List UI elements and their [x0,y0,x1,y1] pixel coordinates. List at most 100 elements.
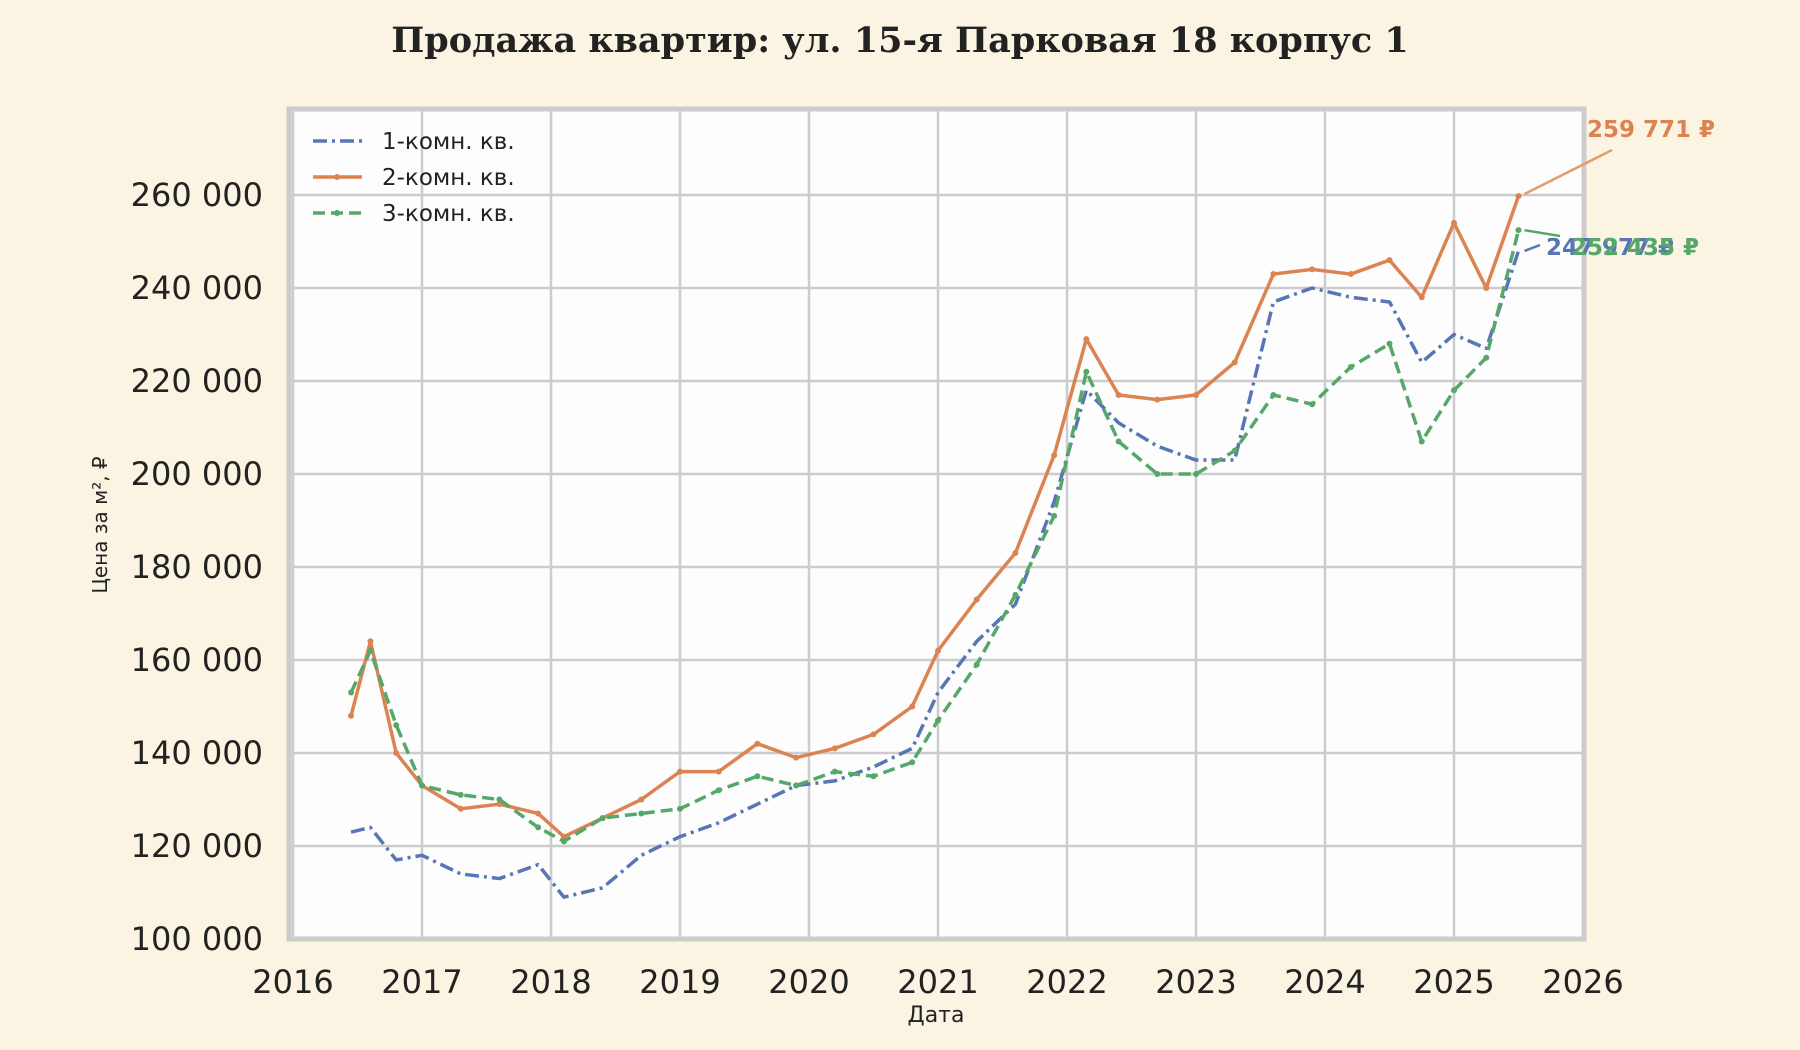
data-point [1231,447,1238,454]
annotation-arrow [1524,228,1561,238]
data-point [1347,364,1354,371]
data-point [715,768,722,775]
data-point [831,745,838,752]
data-point [831,768,838,775]
data-point [1309,266,1316,273]
y-tick-label: 140 000 [131,734,263,772]
y-tick-label: 220 000 [131,362,263,400]
data-point [935,647,941,654]
legend-label: 3-комн. кв. [382,201,515,227]
x-tick-label: 2017 [381,963,462,1001]
data-point [1483,285,1490,291]
data-point [1483,354,1490,361]
data-point [1193,471,1199,477]
data-point [1418,438,1425,445]
data-point [367,638,374,645]
data-point [1515,227,1522,234]
data-point [715,787,722,794]
x-tick-label: 2023 [1155,963,1236,1001]
data-point [1386,340,1393,347]
x-axis-label: Дата [907,1003,965,1028]
data-point [1051,512,1058,519]
plot-area [286,106,1587,942]
series-line [350,250,1521,899]
data-point [393,722,400,729]
annotation-label: 259 771 ₽ [1587,117,1715,143]
data-point [599,815,606,822]
data-point [535,824,542,831]
x-tick-label: 2020 [768,963,849,1001]
annotation-arrow [1523,148,1613,196]
data-point [909,759,916,766]
y-tick-label: 260 000 [131,176,263,214]
data-point [393,750,400,756]
y-tick-label: 160 000 [131,641,263,679]
data-point [870,731,877,738]
annotation-label: 252 435 ₽ [1571,235,1699,261]
data-point [677,768,683,775]
x-tick-label: 2024 [1284,963,1365,1001]
data-point [1193,391,1199,398]
chart-title: Продажа квартир: ул. 15-я Парковая 18 ко… [391,20,1409,61]
annotation-arrow [1524,243,1541,253]
y-tick-label: 180 000 [131,548,263,586]
legend-marker [334,174,340,180]
data-point [419,782,425,789]
data-point [1309,401,1316,408]
data-point [535,810,542,817]
data-point [1347,271,1354,278]
x-tick-label: 2026 [1542,963,1623,1001]
data-point [1451,219,1457,226]
data-point [973,661,980,668]
data-point [677,805,683,812]
data-point [348,689,355,696]
y-tick-label: 100 000 [131,920,263,958]
data-point [1418,294,1425,301]
data-point [754,773,761,780]
x-tick-label: 2016 [252,963,333,1001]
data-point [560,838,567,845]
data-point [935,717,941,724]
data-point [457,791,464,798]
data-point [1154,471,1161,477]
data-point [793,782,800,789]
data-point [638,810,645,817]
data-point [754,740,761,747]
legend-marker [334,210,340,216]
x-tick-label: 2025 [1413,963,1494,1001]
data-point [1270,391,1277,398]
data-point [1451,387,1457,394]
x-tick-label: 2018 [510,963,591,1001]
data-point [973,596,980,603]
annotation-label: 247 977 ₽ [1546,235,1674,261]
series-line [349,229,1521,844]
x-tick-label: 2022 [1026,963,1107,1001]
data-point [348,712,355,719]
data-point [1231,359,1238,366]
data-point [793,754,800,761]
data-point [909,703,916,710]
data-point [638,796,645,803]
series-line [349,195,1521,839]
data-point [1115,391,1122,398]
data-point [1270,271,1277,278]
x-tick-label: 2021 [897,963,978,1001]
y-tick-label: 240 000 [131,269,263,307]
data-point [1515,193,1522,200]
y-tick-label: 120 000 [131,827,263,865]
data-point [496,796,503,803]
y-tick-label: 200 000 [131,455,263,493]
data-point [1012,550,1019,557]
data-point [1083,368,1090,375]
data-point [560,833,567,840]
data-point [367,647,374,654]
x-tick-label: 2019 [639,963,720,1001]
legend-label: 2-комн. кв. [382,165,515,191]
data-point [1386,257,1393,264]
data-point [1083,336,1090,343]
data-point [1115,438,1122,445]
legend-label: 1-комн. кв. [382,129,515,155]
data-point [1051,452,1058,459]
data-point [1154,396,1161,403]
